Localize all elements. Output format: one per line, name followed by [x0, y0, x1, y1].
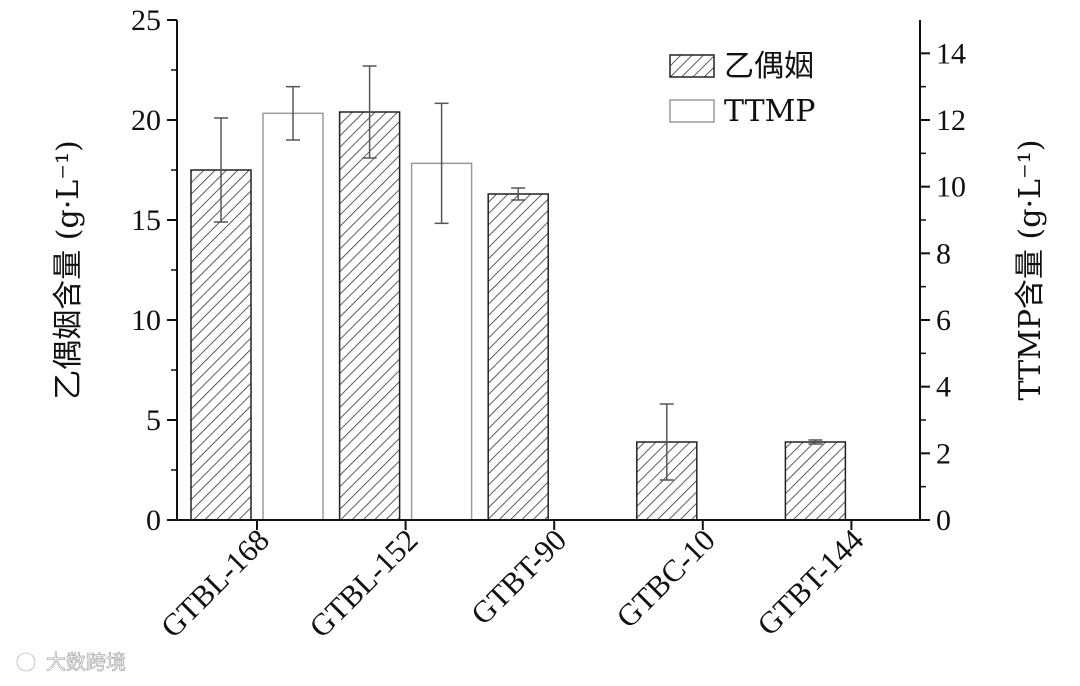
legend-label-ttmp: TTMP: [724, 94, 815, 129]
y-right-tick-label: 10: [936, 171, 966, 204]
y-left-ticks: 0 5 10 15 20 25: [131, 4, 177, 537]
x-category-labels: GTBL-168 GTBL-152 GTBT-90 GTBC-10 GTBT-144: [154, 520, 871, 644]
y-left-tick-label: 15: [131, 204, 161, 237]
x-category-label: GTBT-144: [750, 522, 871, 643]
watermark-text: 大数跨境: [46, 650, 126, 674]
legend: 乙偶姻 TTMP: [669, 49, 815, 129]
y-right-ticks: 0 2 4 6 8 10 12 14: [920, 37, 966, 537]
y-right-tick-label: 8: [936, 237, 951, 270]
y-axis-right-title: TTMP含量 (g·L⁻¹): [1013, 140, 1048, 401]
watermark: 大数跨境: [15, 650, 126, 674]
bar-acetoin: [338, 111, 401, 521]
legend-label-acetoin: 乙偶姻: [724, 49, 814, 84]
y-right-tick-label: 14: [936, 37, 966, 70]
y-axis-left-title: 乙偶姻含量 (g·L⁻¹): [51, 140, 86, 399]
y-left-tick-label: 20: [131, 104, 161, 137]
y-right-tick-label: 4: [936, 371, 951, 404]
bars-group: [190, 111, 847, 521]
x-category-label: GTBC-10: [609, 522, 721, 634]
y-left-tick-label: 0: [146, 504, 161, 537]
y-right-tick-label: 2: [936, 437, 951, 470]
y-right-tick-label: 0: [936, 504, 951, 537]
y-right-tick-label: 12: [936, 104, 966, 137]
x-category-label: GTBL-168: [154, 522, 276, 644]
x-category-label: GTBT-90: [464, 522, 573, 631]
x-category-label: GTBL-152: [302, 522, 424, 644]
bar-acetoin: [487, 193, 549, 521]
y-right-tick-label: 6: [936, 304, 951, 337]
error-bars-group: [214, 65, 823, 481]
bar-acetoin: [190, 169, 252, 521]
legend-swatch-open: [669, 99, 715, 123]
y-left-tick-label: 10: [131, 304, 161, 337]
y-left-tick-label: 5: [146, 404, 161, 437]
legend-swatch-hatched: [669, 54, 715, 78]
bar-ttmp: [262, 112, 324, 521]
y-left-tick-label: 25: [131, 4, 161, 37]
bar-acetoin: [784, 441, 847, 521]
